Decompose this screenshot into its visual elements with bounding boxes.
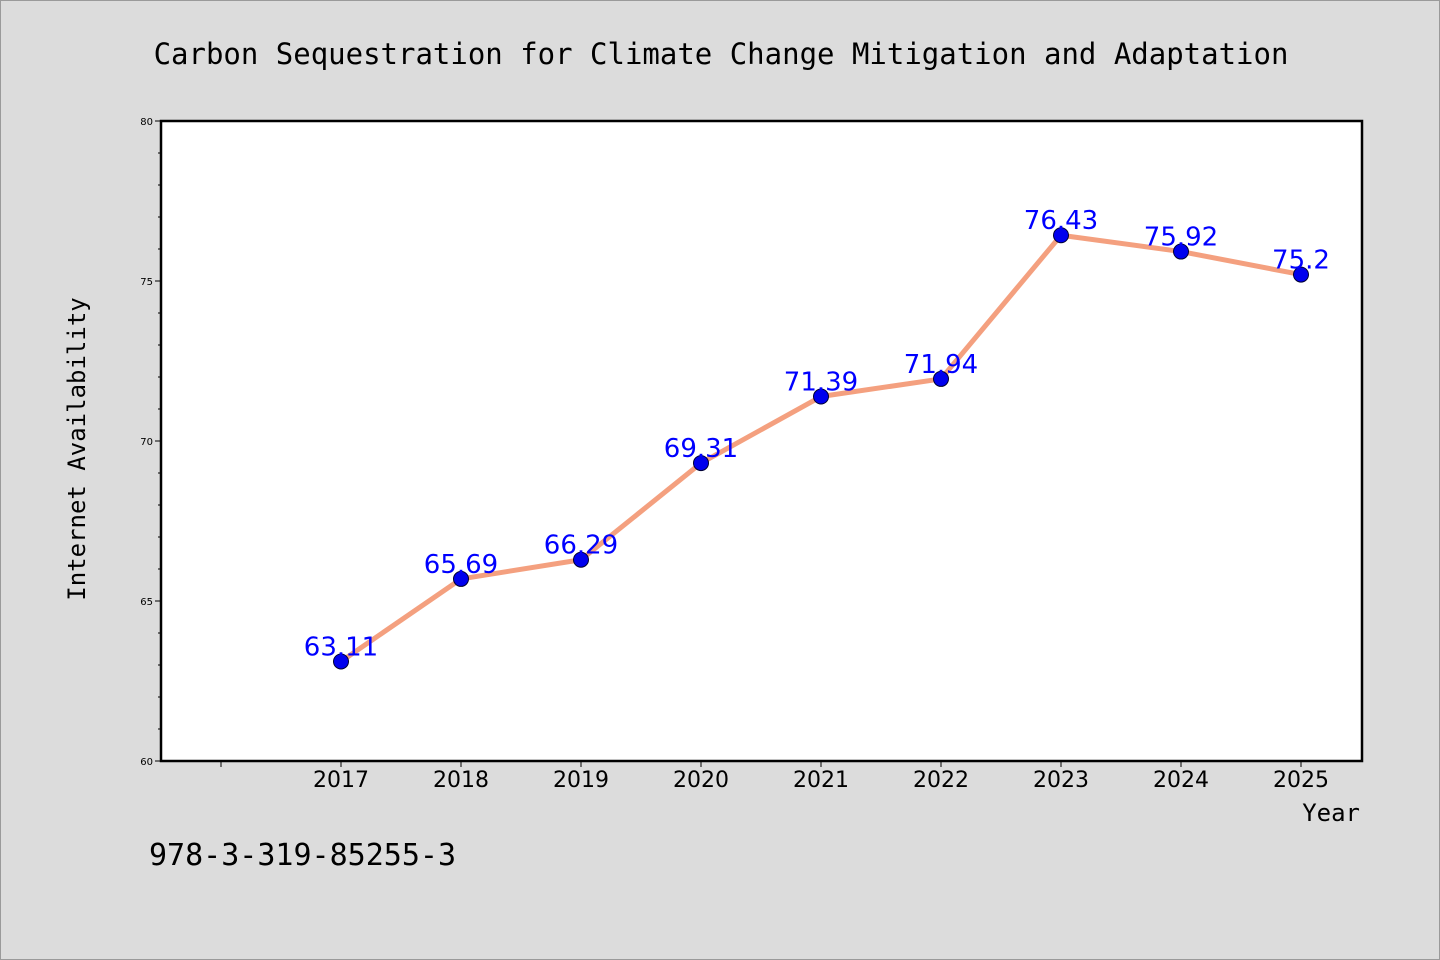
data-label: 63.11: [304, 632, 378, 662]
data-point: [1173, 243, 1189, 260]
x-tick-label: 2019: [553, 768, 609, 793]
data-point: [693, 455, 709, 472]
data-point: [1293, 266, 1309, 283]
x-tick-label: 2025: [1273, 768, 1329, 793]
data-point: [453, 570, 469, 587]
data-label: 69.31: [664, 434, 738, 464]
x-tick-label: 2018: [433, 768, 489, 793]
data-label: 76.43: [1024, 206, 1098, 236]
y-tick-label: 65: [140, 597, 153, 608]
x-tick-label: 2017: [313, 768, 369, 793]
plot-area: [159, 119, 1364, 763]
data-point: [933, 370, 949, 387]
y-tick-label: 60: [140, 757, 153, 768]
isbn-footnote: 978-3-319-85255-3: [149, 838, 456, 873]
y-tick-label: 75: [140, 277, 153, 288]
y-axis: 60 65 70 75 80: [140, 117, 161, 768]
data-label: 65.69: [424, 550, 498, 580]
data-labels: 63.11 65.69 66.29 69.31 71.39 71.94 76.43 75.92…: [304, 206, 1330, 662]
data-label: 71.94: [904, 350, 978, 380]
x-tick-label: 2020: [673, 768, 729, 793]
data-label: 71.39: [784, 368, 858, 398]
data-point: [813, 388, 829, 405]
x-axis: 2017 2018 2019 2020 2021 2022 2023 2024 2025: [220, 761, 1329, 793]
x-tick-label: 2023: [1033, 768, 1089, 793]
x-axis-label: Year: [1302, 799, 1360, 827]
y-tick-label: 70: [140, 437, 153, 448]
data-point: [333, 653, 349, 670]
data-point: [1053, 227, 1069, 244]
y-tick-label: 80: [140, 117, 153, 128]
data-label: 66.29: [544, 531, 618, 561]
x-tick-label: 2021: [793, 768, 849, 793]
data-point: [573, 551, 589, 568]
chart-title: Carbon Sequestration for Climate Change …: [154, 37, 1289, 71]
y-axis-label: Internet Availability: [63, 297, 91, 600]
data-label: 75.2: [1272, 246, 1330, 276]
x-tick-label: 2024: [1153, 768, 1209, 793]
data-label: 75.92: [1144, 223, 1218, 253]
series-layer: [333, 227, 1309, 670]
x-tick-label: 2022: [913, 768, 969, 793]
